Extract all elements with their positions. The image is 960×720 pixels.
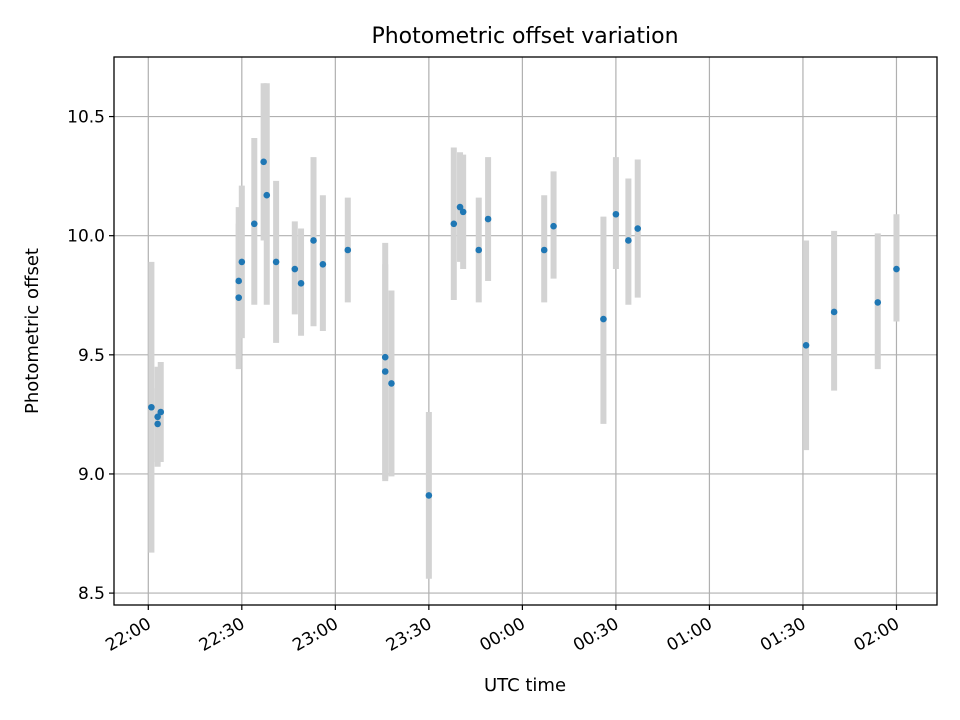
data-point [157, 408, 165, 416]
plot-area [113, 56, 938, 606]
data-point [272, 258, 280, 266]
x-tick-label: 22:00 [102, 614, 154, 656]
data-point [425, 492, 433, 499]
data-point [475, 246, 483, 254]
data-point [381, 368, 389, 375]
data-point [830, 308, 838, 316]
x-tick-label: 23:30 [383, 614, 435, 656]
data-point [388, 380, 395, 387]
x-tick-label: 02:00 [851, 614, 903, 656]
x-tick-label: 23:00 [289, 614, 341, 656]
y-tick-label: 9.5 [78, 346, 105, 366]
y-tick-label: 10.0 [67, 227, 105, 247]
data-point [450, 220, 458, 228]
data-point [154, 413, 161, 421]
y-axis-ticks: 8.5 9.0 9.5 10.0 10.5 [67, 108, 114, 604]
data-point [310, 237, 317, 244]
data-point [260, 158, 267, 166]
data-point [319, 260, 327, 268]
data-point [154, 420, 161, 428]
data-point [456, 203, 464, 211]
data-point [235, 294, 242, 301]
data-point [600, 315, 607, 323]
x-tick-label: 00:30 [570, 614, 622, 656]
data-point [381, 353, 389, 361]
y-tick-label: 9.0 [78, 465, 105, 485]
data-point [263, 191, 271, 199]
y-tick-label: 10.5 [67, 108, 105, 128]
x-tick-label: 22:30 [196, 614, 248, 656]
y-tick-label: 8.5 [78, 584, 105, 604]
data-point [484, 215, 492, 223]
data-point [291, 265, 299, 273]
data-point [540, 246, 548, 254]
y-axis-label: Photometric offset [22, 248, 43, 414]
data-point [344, 246, 352, 254]
x-tick-label: 00:00 [476, 614, 528, 656]
grid [114, 57, 937, 605]
chart-title: Photometric offset variation [371, 24, 678, 49]
data-point [459, 208, 467, 216]
x-axis-ticks: 22:00 22:30 23:00 23:30 00:00 00:30 01:00 01:30… [102, 605, 903, 656]
data-point [612, 210, 620, 218]
data-point [148, 403, 155, 411]
data-point [625, 237, 632, 244]
data-point [550, 222, 557, 230]
data-point [634, 225, 642, 232]
x-tick-label: 01:00 [663, 614, 715, 656]
plot-frame [113, 56, 938, 606]
x-axis-label: UTC time [484, 675, 566, 696]
data-point [250, 220, 258, 228]
data-point [297, 280, 305, 287]
data-point [874, 299, 882, 306]
x-tick-label: 01:30 [757, 614, 809, 656]
data-point [238, 258, 246, 266]
data-point [893, 265, 900, 273]
data-points [148, 158, 900, 499]
data-point [235, 277, 242, 285]
data-point [802, 341, 810, 349]
error-bars [148, 83, 900, 579]
